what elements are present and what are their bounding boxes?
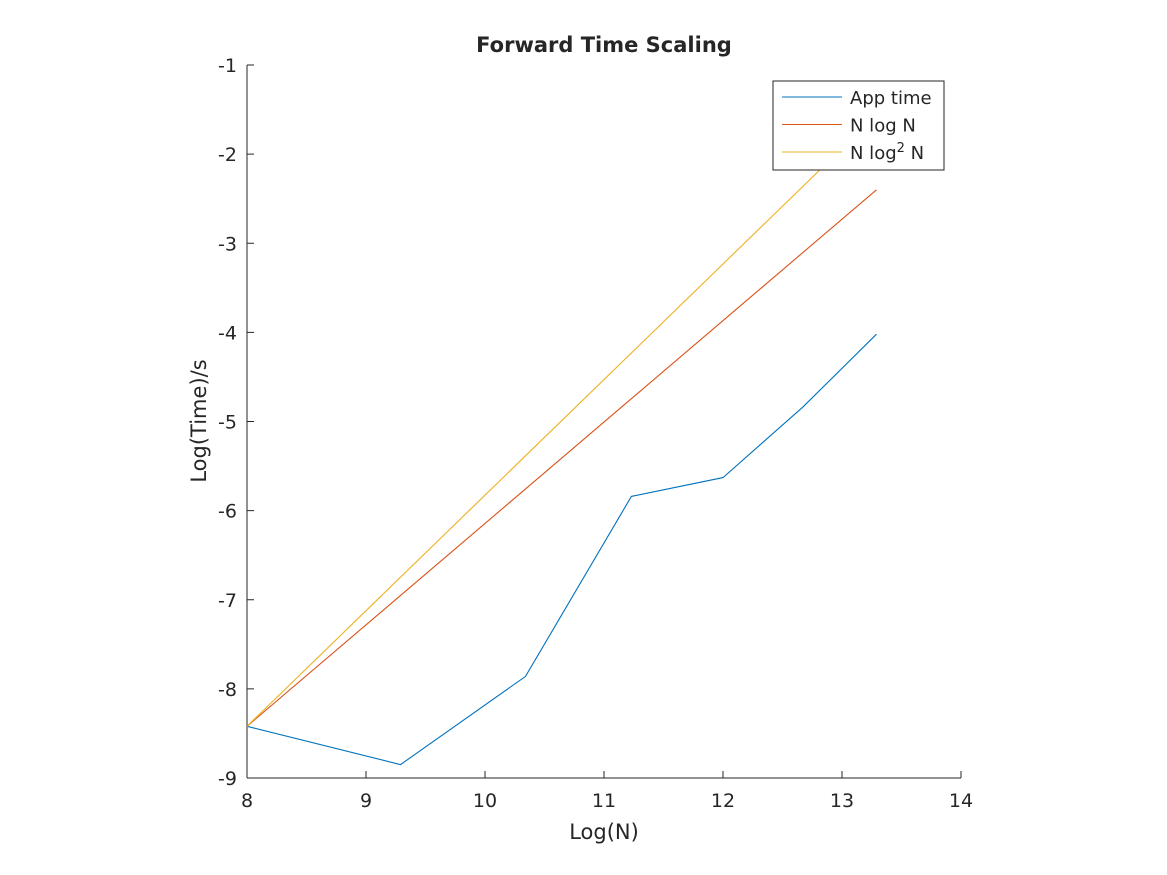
y-axis-label: Log(Time)/s <box>187 359 211 482</box>
x-tick-label: 9 <box>360 790 372 812</box>
x-tick-label: 12 <box>711 790 735 812</box>
y-tick-label: -2 <box>218 144 237 166</box>
y-tick-label: -5 <box>218 412 237 434</box>
legend-box <box>772 80 945 171</box>
y-ticks: -9 -8 -7 -6 -5 -4 -3 -2 -1 <box>218 55 254 790</box>
series-layer <box>247 114 877 766</box>
legend: App time N log N N log2 N <box>772 80 945 171</box>
y-tick-label: -8 <box>218 679 237 701</box>
y-tick-label: -9 <box>218 768 237 790</box>
series-line-1 <box>247 189 877 727</box>
x-tick-label: 10 <box>473 790 497 812</box>
chart-title: Forward Time Scaling <box>476 33 732 57</box>
x-tick-label: 11 <box>592 790 616 812</box>
legend-label-0: App time <box>850 88 932 109</box>
x-tick-label: 8 <box>241 790 253 812</box>
series-line-0 <box>247 333 877 766</box>
y-tick-label: -4 <box>218 322 237 344</box>
x-tick-label: 13 <box>830 790 854 812</box>
y-tick-label: -1 <box>218 55 237 77</box>
y-tick-label: -6 <box>218 501 237 523</box>
x-tick-label: 14 <box>949 790 973 812</box>
legend-label-1: N log N <box>850 116 916 137</box>
series-line-2 <box>247 114 877 727</box>
y-tick-label: -3 <box>218 233 237 255</box>
legend-label-2: N log2 N <box>850 141 924 165</box>
y-tick-label: -7 <box>218 590 237 612</box>
x-axis-label: Log(N) <box>569 820 639 844</box>
x-ticks: 8 9 10 11 12 13 14 <box>241 771 973 812</box>
